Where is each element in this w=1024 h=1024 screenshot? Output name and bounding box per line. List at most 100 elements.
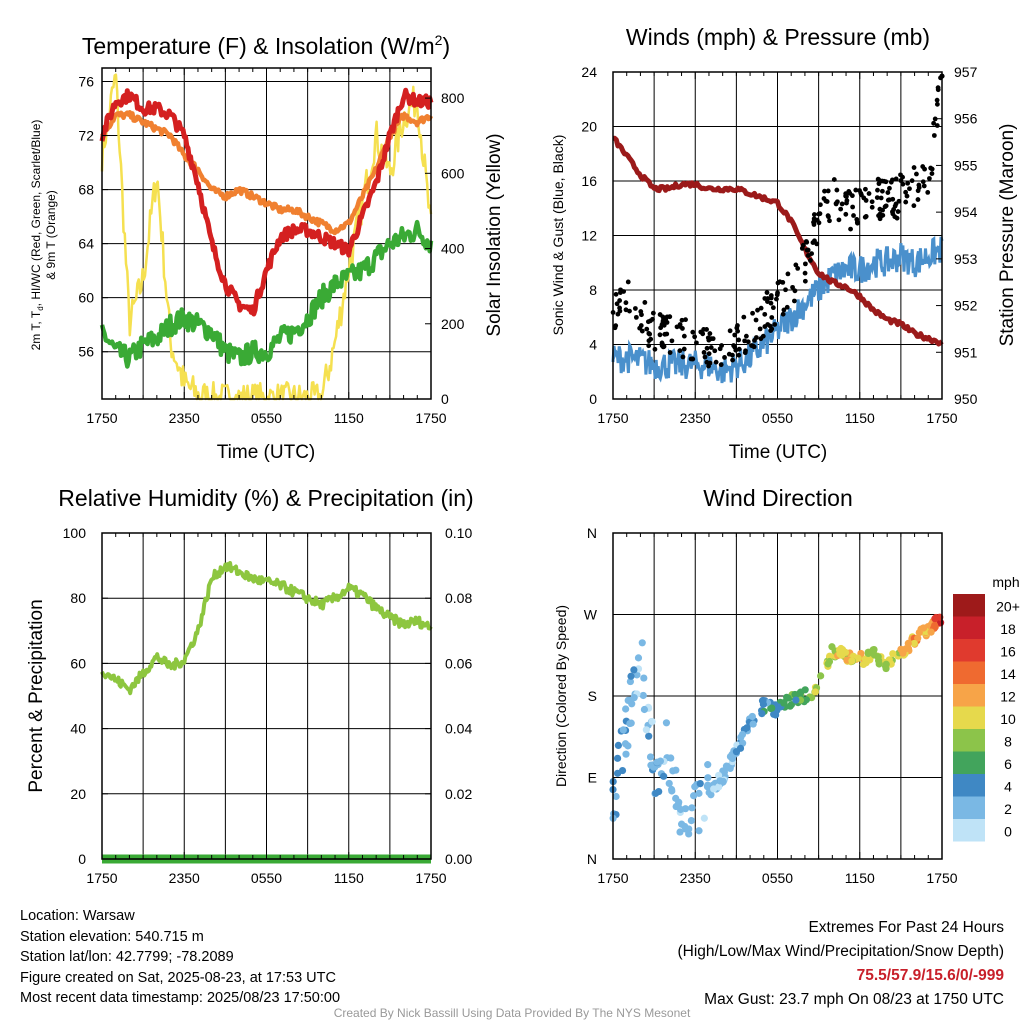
humidity-ytick-label: 40 [70,721,86,737]
direction-point [828,643,836,651]
rh-line [100,561,433,696]
direction-point [687,816,695,825]
gust-point [883,203,889,209]
direction-point [931,615,939,623]
gust-point [749,343,754,348]
legend-label: 20+ [996,599,1020,615]
gust-point [618,290,623,295]
direction-xtick-label: 1750 [597,870,628,886]
direction-point [642,726,650,734]
gust-point [802,270,808,276]
gust-point [713,359,719,365]
gust-point [831,177,837,182]
winds-xtick-label: 0550 [762,410,793,426]
gust-point [704,345,710,351]
gust-point [875,176,881,182]
humidity-y2tick-label: 0.10 [445,525,472,541]
direction-point [714,771,723,780]
direction-point [695,827,703,835]
dewpoint-line [99,219,434,369]
temperature-panel-title: Temperature (F) & Insolation (W/m2) [82,32,450,59]
gust-point [802,278,808,284]
direction-point [749,720,757,728]
direction-point [841,648,850,656]
humidity-xtick-label: 0550 [251,870,282,886]
gust-point [753,317,759,323]
credit-line: Created By Nick Bassill Using Data Provi… [333,1006,691,1020]
winds-panel: Winds (mph) & Pressure (mb) 1750 2350 0550… [550,24,1018,463]
gust-point [702,354,708,360]
gust-point [909,178,915,184]
gust-point [862,214,868,220]
gust-point [768,295,774,301]
direction-point [826,652,834,660]
gust-point [843,211,849,217]
direction-point [836,650,844,658]
direction-point [634,654,643,662]
gust-point [613,323,619,329]
gust-point [925,189,931,195]
gust-point [876,181,882,187]
gust-point [935,85,941,91]
winds-y2tick-label: 955 [954,157,978,173]
direction-point [613,754,622,762]
gust-point [934,97,940,103]
gust-point [838,206,844,212]
direction-point [630,666,638,674]
gust-point [729,352,735,358]
humidity-xtick-label: 2350 [169,870,200,886]
winds-y2tick-label: 952 [954,298,978,314]
legend-swatch [953,706,985,729]
winds-ytick-label: 24 [581,64,597,80]
gust-point [648,336,654,342]
gust-point [809,251,814,256]
direction-point [738,730,747,739]
gust-point [835,199,840,205]
winds-y2tick-label: 951 [954,344,978,360]
direction-point [665,779,673,788]
direction-point [653,758,661,766]
winds-xtick-label: 1750 [597,410,628,426]
gust-point [934,123,940,128]
gust-point [811,212,817,217]
gust-point [881,178,887,184]
gust-point [911,165,917,170]
direction-point [864,648,872,656]
gust-point [662,331,668,337]
direction-point [931,621,939,630]
gust-point [848,226,853,232]
gust-point [617,305,622,311]
direction-ytick-label: S [588,688,597,704]
gust-point [878,195,884,201]
legend-swatch [953,729,985,752]
winds-xtick-label: 1750 [926,410,957,426]
gust-point [774,296,779,302]
direction-point [792,696,800,704]
direction-point [675,798,683,806]
gust-point [753,335,759,340]
gust-point [732,332,738,338]
gust-point [617,298,623,303]
gust-point [929,166,935,172]
temperature-y2label: Solar Insolation (Yellow) [484,133,505,336]
gust-point [890,196,896,202]
gust-point [781,307,787,313]
direction-point [825,657,834,666]
gust-point [706,351,712,357]
direction-point [628,700,636,708]
gust-point [839,201,845,207]
temperature-ytick-label: 76 [78,74,94,90]
gust-point [743,348,748,354]
gust-point [927,176,932,181]
legend-label: 10 [1000,711,1016,727]
humidity-ytick-label: 100 [63,525,87,541]
gust-point [772,322,778,327]
direction-point [927,628,935,636]
extremes-title: Extremes For Past 24 Hours [808,919,1004,936]
humidity-y2tick-label: 0.02 [445,786,472,802]
gust-point [623,307,629,313]
direction-ytick-label: W [584,607,598,623]
direction-point [710,785,718,793]
direction-point [647,761,655,769]
